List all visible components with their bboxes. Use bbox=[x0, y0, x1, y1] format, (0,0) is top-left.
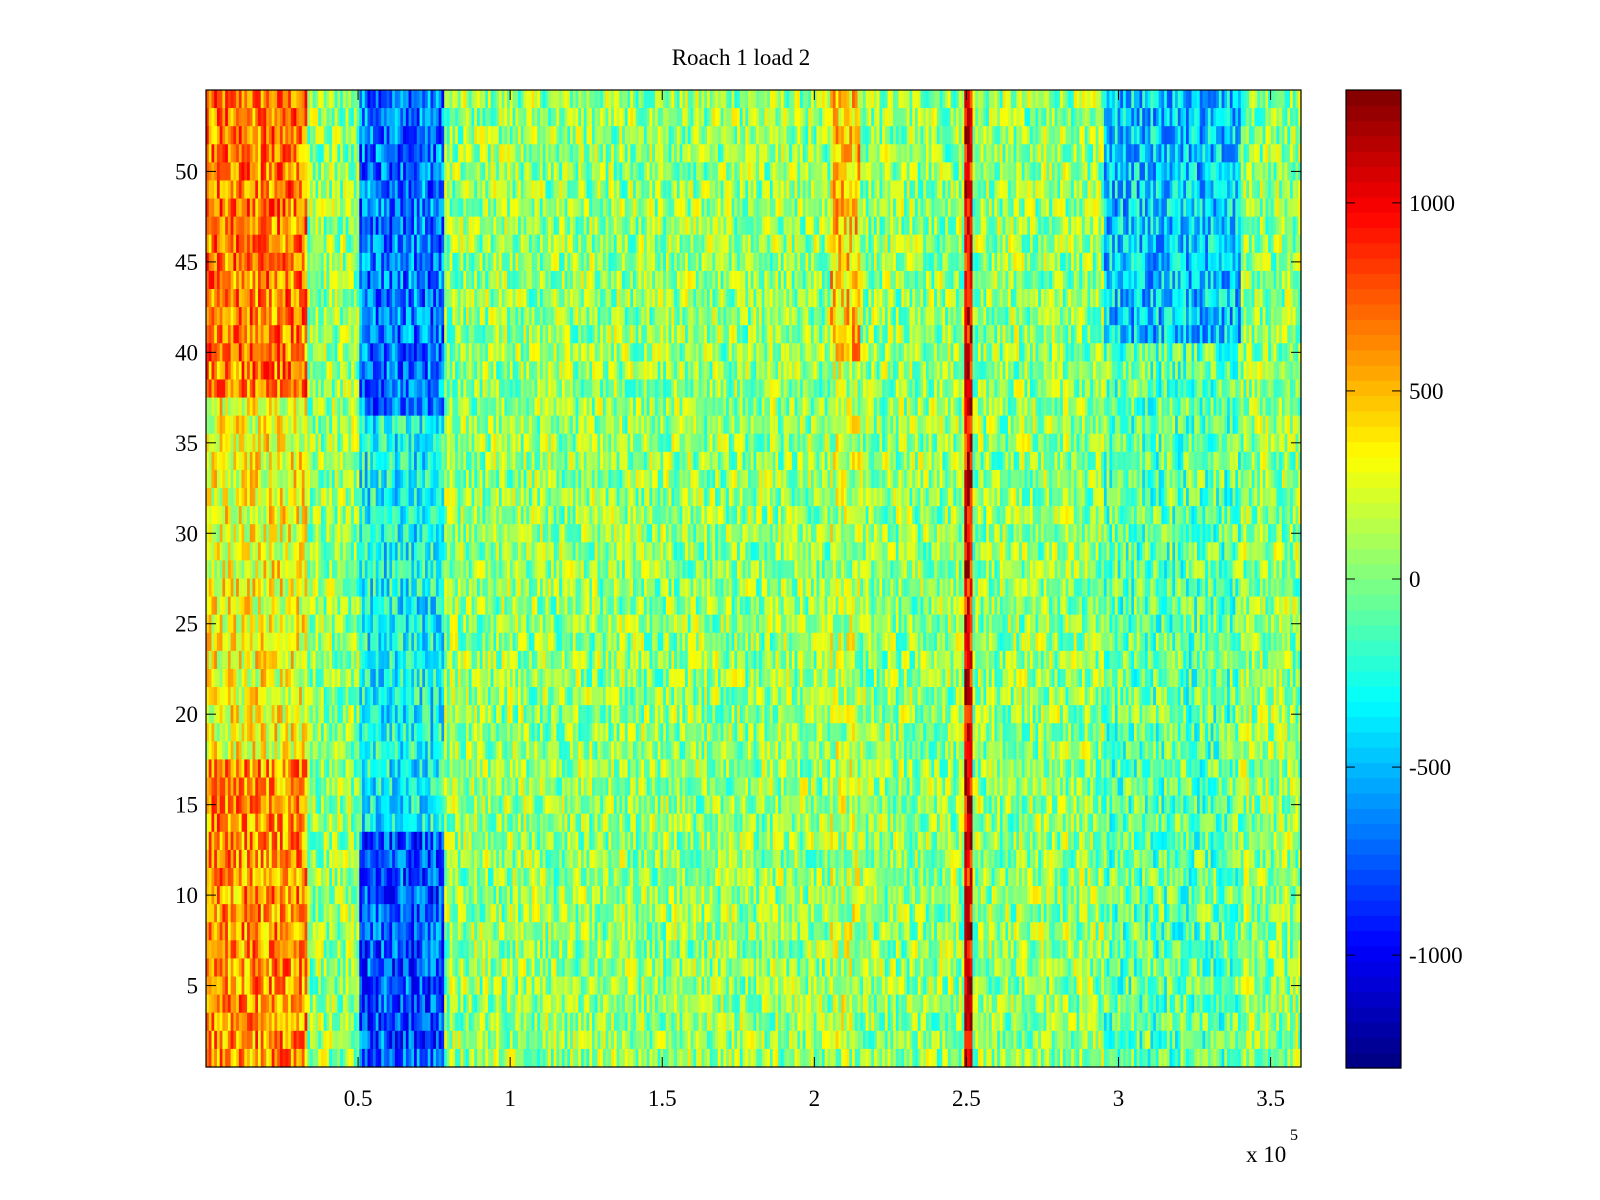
chart-title: Roach 1 load 2 bbox=[672, 45, 811, 70]
heatmap-cells bbox=[206, 90, 1302, 1068]
